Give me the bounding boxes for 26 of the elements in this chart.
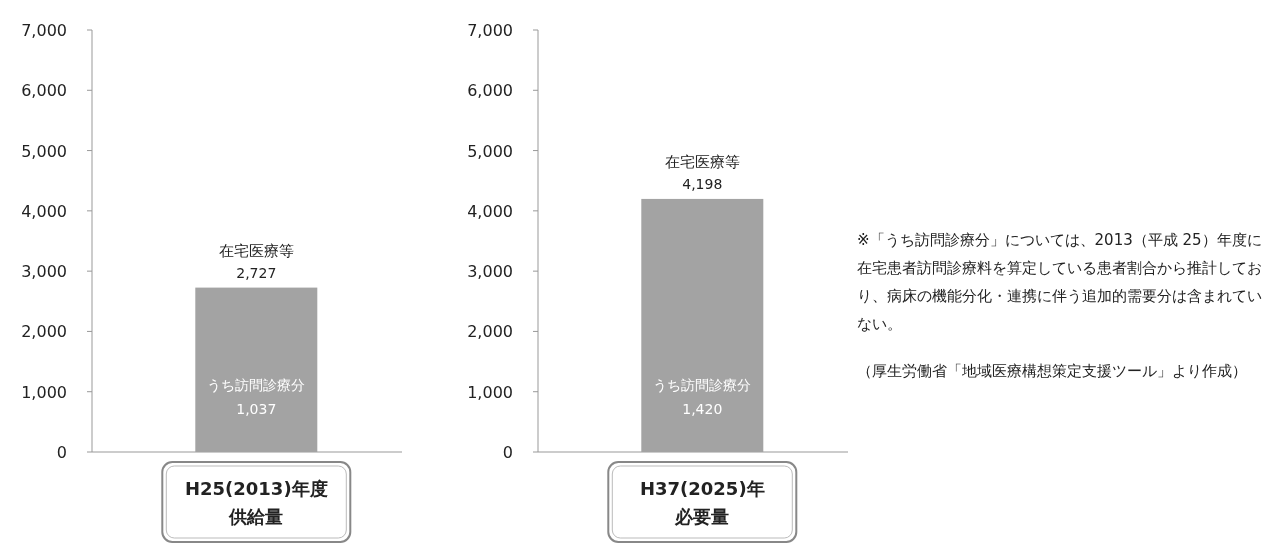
y-tick-label: 2,000 (467, 322, 513, 342)
y-tick-label: 3,000 (21, 262, 67, 282)
y-tick-label: 4,000 (467, 201, 513, 221)
y-tick-label: 5,000 (21, 141, 67, 161)
series-label: 在宅医療等 (664, 152, 740, 171)
y-tick-label: 2,000 (21, 322, 67, 342)
text: ※「うち訪問診療分」については、2013（平成 25）年度に在宅患者訪問診療料を算定している患者割合から推計しており、病床の機能分化・連携に伴う追加的需要分は含まれていない。 (857, 231, 1262, 333)
y-tick-label: 7,000 (21, 21, 67, 40)
annotation: うち訪問診療分 1,037 (207, 377, 306, 417)
series-label: 在宅医療等 (218, 241, 294, 260)
y-tick-label: 5,000 (467, 141, 513, 161)
y-tick-label: 1,000 (467, 382, 513, 402)
y-tick-label: 0 (56, 443, 67, 462)
y-tick-label: 7,000 (467, 21, 513, 40)
x-tick-label: H25(2013)年度供給量 (184, 478, 328, 527)
y-tick-label: 4,000 (21, 201, 67, 221)
y-tick-label: 0 (502, 443, 513, 462)
data-label: 2,727 (236, 264, 277, 281)
y-tick-label: 6,000 (467, 81, 513, 101)
data-label: 4,198 (682, 175, 723, 192)
x-tick-label: H37(2025)年必要量 (639, 478, 765, 527)
annotation: うち訪問診療分 1,420 (653, 377, 752, 417)
y-tick-label: 6,000 (21, 81, 67, 101)
text: （厚生労働省「地域医療構想策定支援ツール」より作成） (857, 362, 1247, 380)
y-tick-label: 3,000 (467, 262, 513, 282)
y-tick-label: 1,000 (21, 382, 67, 402)
